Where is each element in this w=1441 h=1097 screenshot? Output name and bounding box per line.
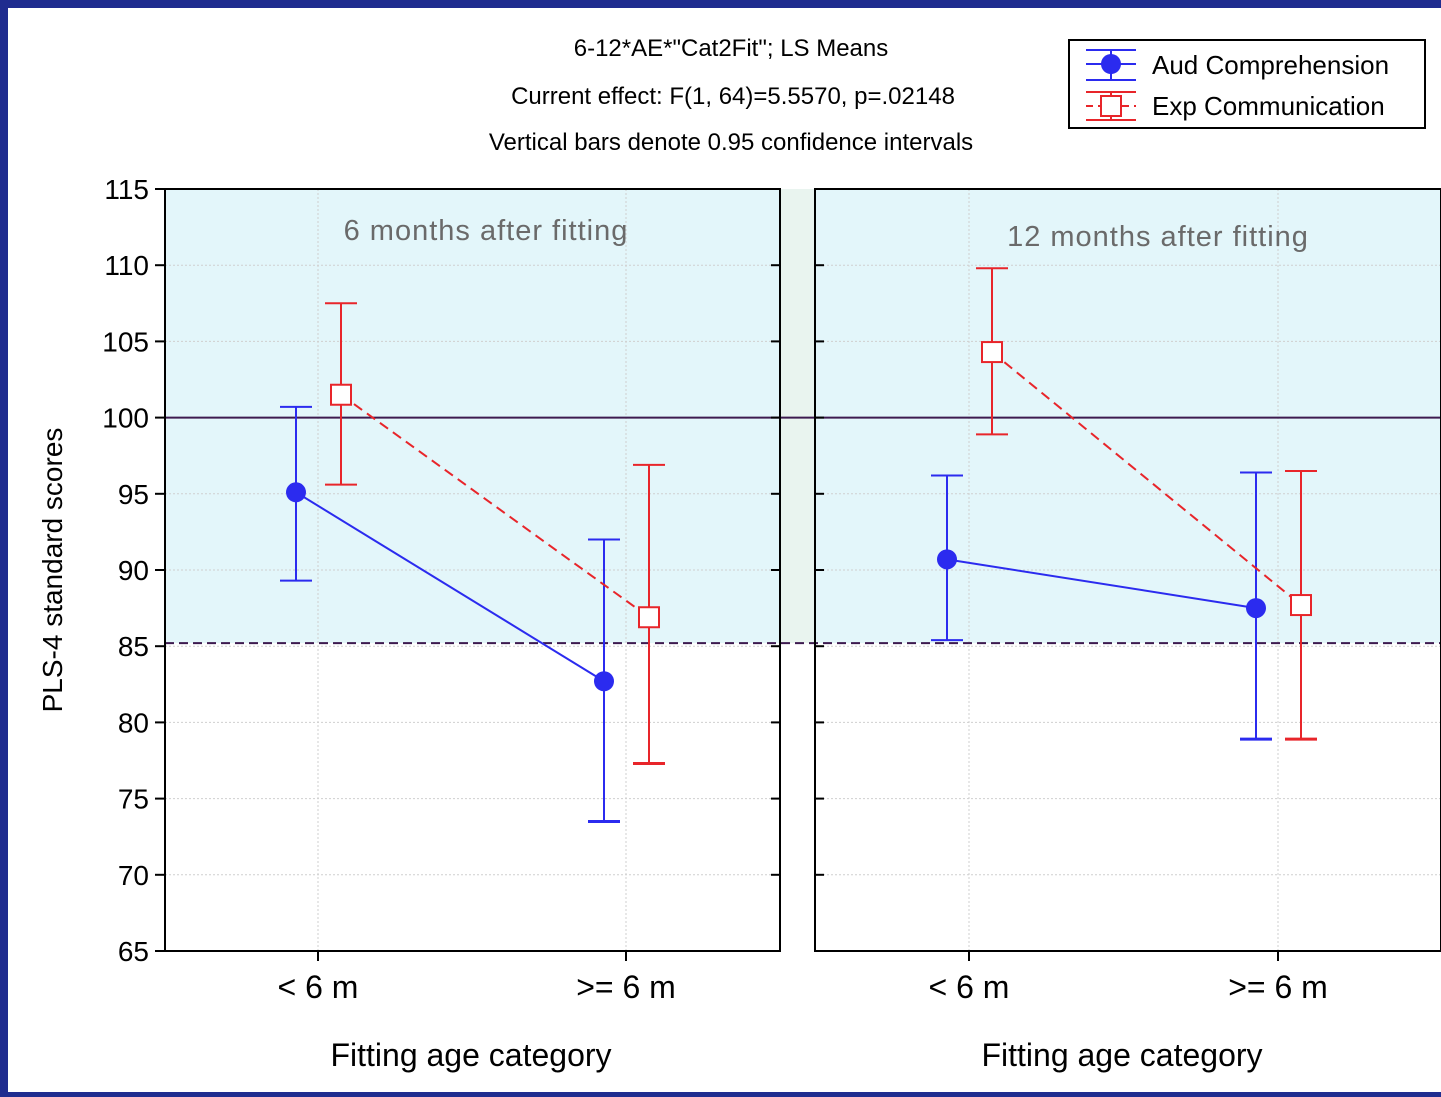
panel-title-6-months: 6 months after fitting	[344, 215, 629, 247]
header-title: 6-12*AE*"Cat2Fit"; LS Means	[574, 35, 889, 62]
marker-exp-panel-1-1	[1290, 594, 1312, 617]
header-ci-note: Vertical bars denote 0.95 confidence int…	[489, 129, 973, 156]
y-tick-label-80: 80	[118, 707, 149, 738]
y-tick-label-70: 70	[118, 860, 149, 891]
y-tick-label-90: 90	[118, 555, 149, 586]
marker-exp-panel-0-1	[638, 606, 660, 629]
x-tick-label-0-0: < 6 m	[278, 969, 359, 1005]
panel-title-12-months: 12 months after fitting	[1007, 221, 1309, 253]
y-tick-label-110: 110	[104, 250, 149, 281]
y-tick-label-100: 100	[102, 403, 149, 434]
series-line-aud-panel-1	[946, 558, 1257, 610]
legend-exp-symbol	[1086, 91, 1136, 121]
marker-exp-panel-0-0	[330, 383, 352, 406]
x-tick-label-0-1: >= 6 m	[576, 969, 676, 1005]
x-tick-label-1-1: >= 6 m	[1228, 969, 1328, 1005]
y-tick-label-85: 85	[118, 631, 149, 662]
marker-exp-panel-1-0	[981, 341, 1003, 364]
x-tick-label-1-0: < 6 m	[929, 969, 1010, 1005]
y-tick-label-75: 75	[118, 784, 149, 815]
y-tick-label-95: 95	[118, 479, 149, 510]
legend-aud-symbol	[1086, 49, 1136, 81]
series-line-exp-panel-1	[991, 351, 1302, 606]
marker-aud-panel-1-0	[937, 549, 957, 570]
legend: Aud Comprehension Exp Communication	[1068, 39, 1426, 129]
legend-box	[1068, 39, 1426, 129]
shaded-band-panel-0	[165, 189, 780, 644]
shaded-band-panel-1	[815, 189, 1441, 644]
y-tick-label-115: 115	[104, 174, 149, 205]
marker-aud-panel-0-1	[594, 671, 614, 692]
y-tick-label-105: 105	[102, 326, 149, 357]
y-axis-label: PLS-4 standard scores	[37, 428, 68, 713]
series-line-aud-panel-0	[295, 491, 605, 683]
marker-aud-panel-0-0	[286, 482, 306, 503]
marker-aud-panel-1-1	[1246, 598, 1266, 619]
x-axis-label-left: Fitting age category	[330, 1037, 611, 1073]
y-tick-label-65: 65	[118, 936, 149, 967]
legend-aud-label: Aud Comprehension	[1152, 50, 1389, 80]
legend-exp-label: Exp Communication	[1152, 91, 1385, 121]
shaded-band-gap	[780, 189, 815, 644]
x-axis-label-right: Fitting age category	[981, 1037, 1262, 1073]
header-effect: Current effect: F(1, 64)=5.5570, p=.0214…	[511, 83, 955, 110]
